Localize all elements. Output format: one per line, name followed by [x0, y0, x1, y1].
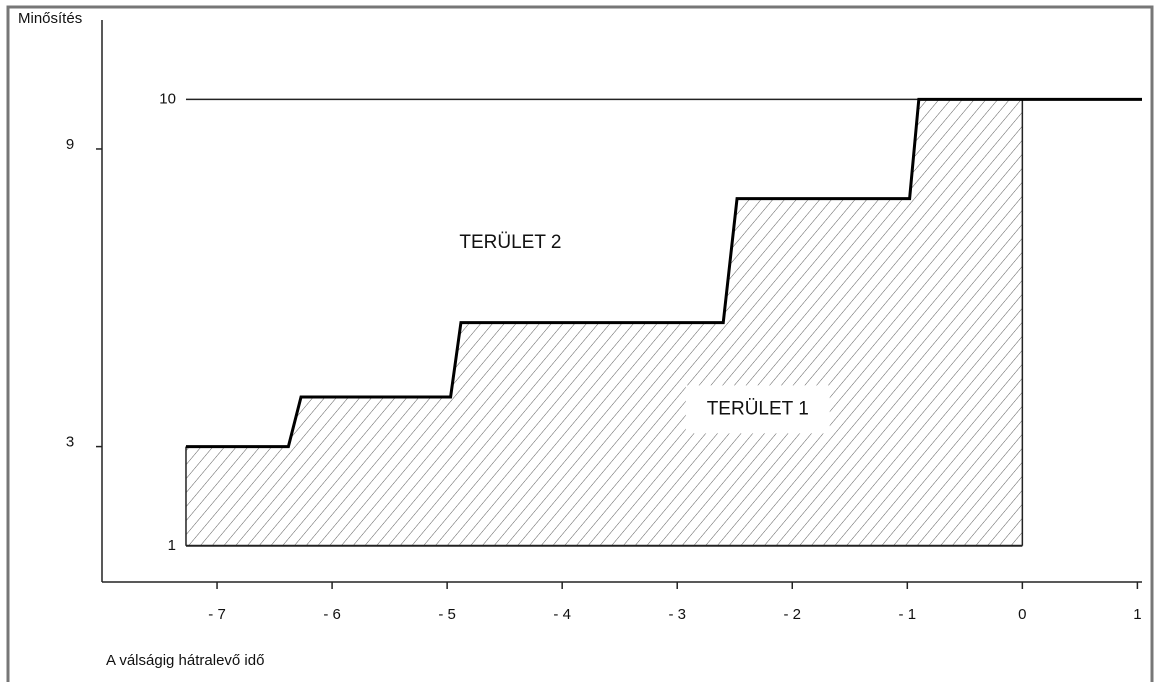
x-tick-label: - 4 [553, 606, 571, 623]
x-axis-label: A válságig hátralevő idő [106, 652, 264, 669]
region-max-label: 10 [159, 90, 176, 107]
x-tick-label: - 7 [208, 606, 226, 623]
frame [6, 5, 1154, 682]
hatched-region [185, 99, 1023, 546]
y-tick-label: 3 [66, 434, 74, 451]
x-tick-label: 0 [1018, 606, 1026, 623]
region-min-label: 1 [168, 537, 176, 554]
y-tick-label: 9 [66, 136, 74, 153]
y-axis-label: Minősítés [18, 10, 82, 27]
x-tick-label: - 1 [899, 606, 917, 623]
annotation: TERÜLET 1 [707, 398, 809, 419]
x-tick-label: - 6 [323, 606, 341, 623]
step-line [185, 97, 1142, 449]
x-tick-label: 1 [1133, 606, 1141, 623]
annotation-bg [685, 385, 830, 434]
x-tick-label: - 5 [438, 606, 456, 623]
x-tick-label: - 3 [668, 606, 686, 623]
annotation: TERÜLET 2 [459, 232, 561, 253]
x-tick-label: - 2 [784, 606, 802, 623]
